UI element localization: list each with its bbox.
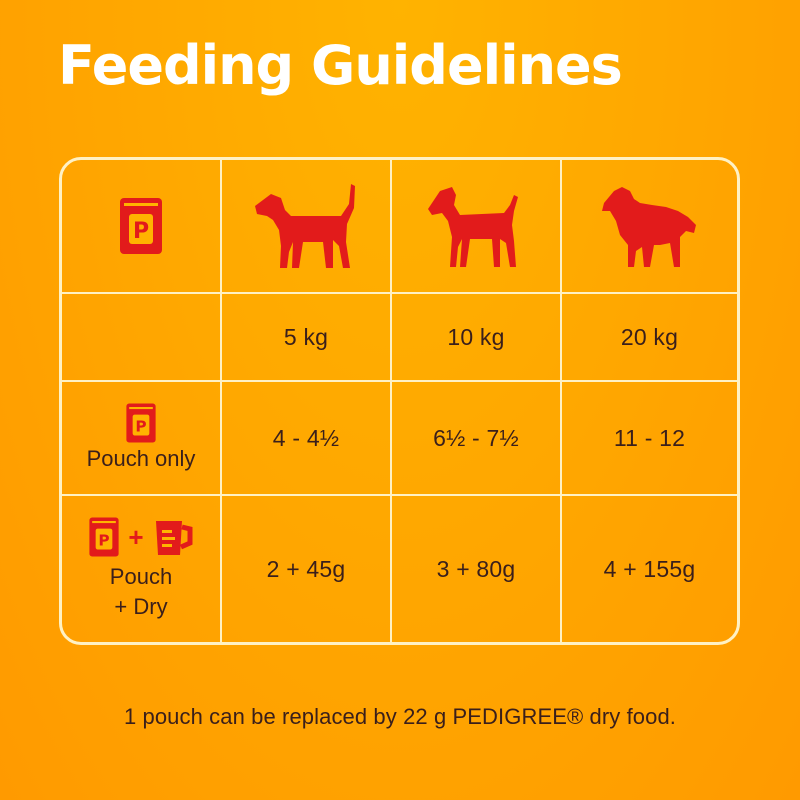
pouch-dry-label-line1: Pouch: [109, 564, 173, 589]
weight-20kg: 20 kg: [620, 324, 679, 350]
pouch-dry-label-cell: P + Pouch + Dry: [62, 496, 222, 642]
large-dog-icon: [600, 181, 700, 271]
page-title: Feeding Guidelines: [58, 34, 623, 97]
header-large-dog-cell: [562, 160, 737, 294]
pouch-dry-5kg: 2 + 45g: [266, 556, 346, 582]
header-medium-dog-cell: [392, 160, 562, 294]
pedigree-pouch-icon: P: [88, 516, 120, 558]
small-dog-icon: [251, 180, 361, 272]
footer-note: 1 pouch can be replaced by 22 g PEDIGREE…: [123, 704, 677, 729]
pouch-dry-10kg: 3 + 80g: [436, 556, 516, 582]
pouch-only-20kg: 11 - 12: [613, 425, 686, 451]
pouch-only-10kg: 6½ - 7½: [433, 425, 519, 451]
pouch-dry-label-line2: + Dry: [114, 594, 168, 619]
svg-text:P: P: [99, 531, 110, 549]
pouch-only-5kg: 4 - 4½: [272, 425, 340, 451]
pouch-dry-20kg: 4 + 155g: [603, 556, 696, 582]
pouch-dry-cell: 2 + 45g: [222, 496, 392, 642]
pouch-only-label-cell: P Pouch only: [62, 382, 222, 496]
plus-sign: +: [128, 522, 144, 552]
weight-cell: 10 kg: [392, 294, 562, 382]
header-pouch-cell: P: [62, 160, 222, 294]
svg-text:P: P: [135, 417, 146, 435]
pouch-dry-cell: 4 + 155g: [562, 496, 737, 642]
pouch-only-label: Pouch only: [86, 446, 196, 471]
weight-5kg: 5 kg: [283, 324, 329, 350]
weight-cell: 5 kg: [222, 294, 392, 382]
measuring-cup-icon: [152, 517, 194, 557]
pedigree-pouch-icon: P: [118, 196, 164, 256]
weight-label-empty-cell: [62, 294, 222, 382]
svg-text:P: P: [133, 219, 149, 244]
pouch-only-cell: 4 - 4½: [222, 382, 392, 496]
pouch-only-cell: 6½ - 7½: [392, 382, 562, 496]
pouch-dry-cell: 3 + 80g: [392, 496, 562, 642]
weight-10kg: 10 kg: [447, 324, 505, 350]
feeding-table: P 5 kg 10 kg 20 kg: [59, 157, 740, 645]
pedigree-pouch-icon: P: [125, 402, 157, 444]
medium-dog-icon: [426, 181, 526, 271]
header-small-dog-cell: [222, 160, 392, 294]
pouch-only-cell: 11 - 12: [562, 382, 737, 496]
weight-cell: 20 kg: [562, 294, 737, 382]
